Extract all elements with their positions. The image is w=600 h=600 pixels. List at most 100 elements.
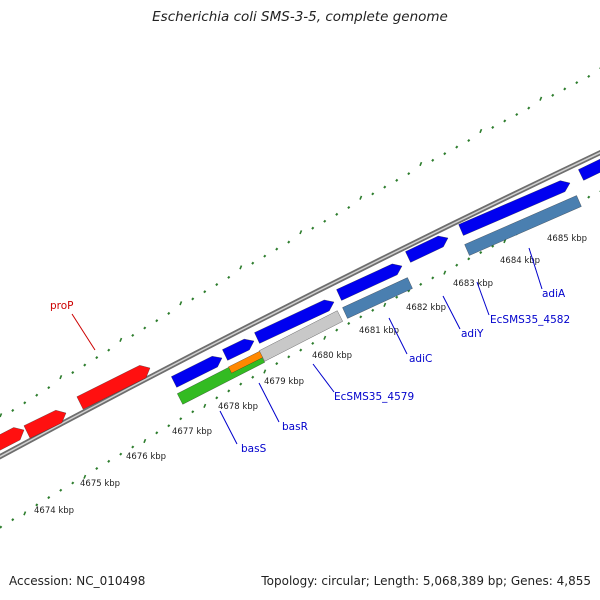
inner-tick [443,270,447,275]
outer-tick [491,125,495,129]
gene-label: adiY [461,328,484,340]
feature-red-proP [76,365,151,410]
gene-label: adiC [409,353,432,365]
inner-tick [431,276,435,280]
outer-tick [347,205,351,210]
gene-label: adiA [542,288,566,300]
tick-label: 4681 kbp [359,326,399,336]
tick-label: 4685 kbp [547,234,587,244]
outer-tick [551,93,555,97]
gene-leader-line [71,313,96,351]
inner-tick [155,431,159,435]
gene-label: basR [282,421,308,433]
tick-label: 4677 kbp [172,427,212,437]
feature-blue-3 [254,299,335,344]
inner-tick [371,308,375,312]
outer-tick [371,192,375,196]
gene-leader-line [528,247,543,290]
outer-tick [0,413,3,418]
outer-tick [299,230,303,235]
outer-tick [335,212,339,216]
outer-tick [179,301,183,306]
outer-tick [191,297,195,301]
outer-tick [203,290,207,294]
inner-tick [587,195,591,199]
inner-tick [179,417,183,421]
inner-tick [359,315,363,319]
inner-tick [467,257,471,261]
inner-tick-ring [0,190,600,529]
outer-tick [407,172,411,176]
inner-tick [0,525,3,529]
outer-tick [227,275,231,279]
outer-tick [251,261,255,265]
outer-tick [467,138,471,143]
tick-label: 4682 kbp [406,303,446,313]
outer-tick [71,370,75,375]
outer-tick [263,254,267,258]
inner-tick [143,438,147,444]
feature-layer [0,158,600,451]
outer-tick [23,401,27,405]
inner-tick [131,445,135,449]
inner-tick [299,348,303,352]
feature-red-2 [23,410,67,439]
inner-tick [47,496,51,500]
inner-tick [215,396,219,400]
inner-tick [419,282,423,286]
outer-tick [239,265,243,270]
inner-tick [251,375,255,379]
gene-leader-line [258,382,280,423]
tick-label: 4678 kbp [218,402,258,412]
outer-tick [431,158,435,162]
tick-label: 4684 kbp [500,256,540,266]
gene-label: basS [241,443,267,455]
inner-tick [287,355,291,359]
outer-tick [383,185,387,189]
inner-tick [407,289,411,293]
outer-tick [59,375,63,380]
outer-tick [11,408,15,412]
outer-tick [323,219,327,223]
gene-leader-line [219,410,238,445]
outer-tick [119,337,123,342]
outer-tick [395,178,399,182]
inner-tick [23,511,27,516]
outer-tick [503,119,507,123]
inner-tick [383,302,387,307]
map-title: Escherichia coli SMS-3-5, complete genom… [152,9,448,25]
feature-grey-EcSMS35_4579 [259,310,343,362]
outer-tick [83,363,87,367]
inner-tick [119,452,123,456]
inner-tick [167,424,171,428]
backbone-outer-line [0,149,600,460]
gene-label: EcSMS35_4582 [490,314,570,326]
feature-red-1 [0,427,25,451]
inner-tick [323,335,327,340]
feature-blue-4 [336,263,403,301]
inner-tick [227,389,231,393]
outer-tick [275,247,279,251]
outer-tick [587,74,591,78]
feature-steel-EcSMS35_4582 [464,195,582,256]
accession-text: Accession: NC_010498 [9,574,146,588]
feature-blue-6 [458,180,571,236]
inner-tick [395,295,399,299]
outer-tick [287,240,291,244]
outer-tick [515,112,519,117]
outer-tick [143,326,147,330]
tick-label: 4680 kbp [312,351,352,361]
outer-tick [131,333,135,337]
tick-label: 4679 kbp [264,377,304,387]
gene-leader-line [442,295,461,330]
gene-label: EcSMS35_4579 [334,391,414,403]
gene-leader-line [388,317,408,355]
inner-tick [191,410,195,414]
outer-tick [527,106,531,110]
outer-tick [95,356,99,360]
tick-label: 4676 kbp [126,452,166,462]
feature-blue-1 [171,356,223,388]
inner-tick [11,518,15,522]
